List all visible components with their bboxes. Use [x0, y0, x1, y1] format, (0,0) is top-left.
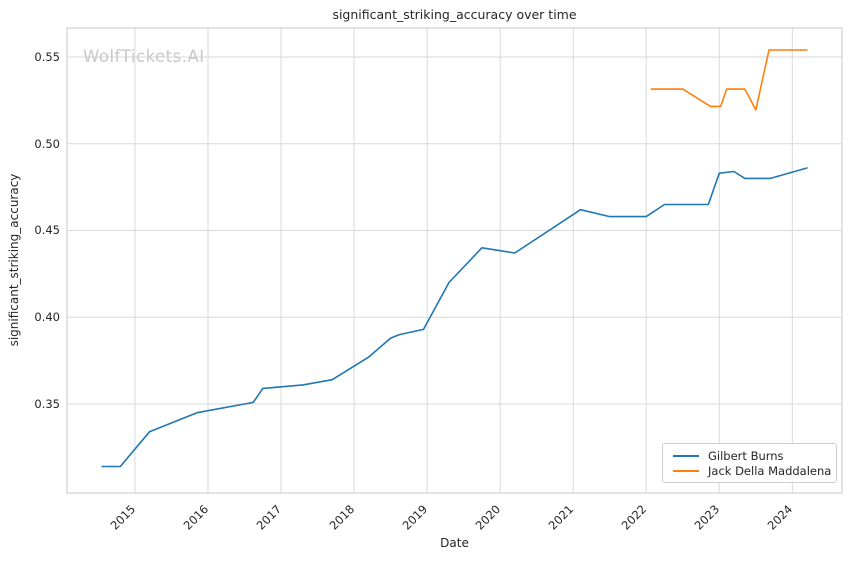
chart-title: significant_striking_accuracy over time — [332, 7, 577, 22]
legend: Gilbert Burns Jack Della Maddalena — [662, 443, 837, 483]
watermark: WolfTickets.AI — [83, 47, 205, 66]
legend-entry-gilbert-burns: Gilbert Burns — [673, 449, 828, 464]
y-tick-label: 0.55 — [34, 49, 60, 64]
y-tick-label: 0.35 — [34, 396, 60, 411]
y-tick-label: 0.45 — [34, 223, 60, 238]
y-tick-label: 0.40 — [34, 310, 60, 325]
legend-entry-jack-della-maddalena: Jack Della Maddalena — [673, 463, 832, 479]
x-axis-label: Date — [440, 536, 469, 550]
y-tick-label: 0.50 — [34, 136, 60, 151]
legend-line-swatch-orange — [673, 469, 699, 472]
legend-label: Gilbert Burns — [708, 449, 784, 464]
legend-line-swatch-blue — [673, 455, 699, 458]
legend-label: Jack Della Maddalena — [708, 463, 832, 478]
